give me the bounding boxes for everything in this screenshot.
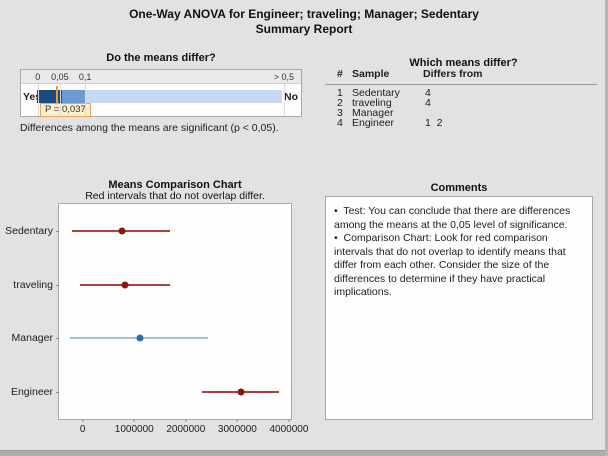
p-panel-heading: Do the means differ? [106,52,216,64]
category-tick [56,284,59,286]
p-value-bar [37,90,282,103]
category-label: Sedentary [5,224,53,237]
x-axis-tick-label: 2000000 [166,424,206,435]
p-scale-tick-label: 0,05 [51,72,69,82]
p-scale-gridline [59,84,61,116]
cell-sample: Manager [352,107,394,119]
cell-differs: 1 2 [425,117,443,129]
p-bar-segment-significant [37,90,63,103]
category-tick [56,392,59,394]
p-scale-gridline [283,84,285,116]
comments-heading: Comments [430,182,488,194]
x-axis-tick-label: 4000000 [269,424,309,435]
category-label: Engineer [10,386,53,399]
cell-num: 3 [337,107,343,119]
chart-heading: Means Comparison Chart [108,179,242,191]
x-axis-tick [133,419,135,422]
report-title-line1: One-Way ANOVA for Engineer; traveling; M… [129,7,479,21]
cell-sample: traveling [352,97,392,109]
cell-num: 1 [337,87,343,99]
category-label: Manager [11,332,53,345]
p-value-label: P = 0,037 [40,103,91,117]
category-tick [56,230,59,232]
col-num: # [337,68,343,80]
x-axis-tick [236,419,238,422]
cell-differs: 4 [425,97,431,109]
x-axis-tick-label: 0 [79,424,86,435]
mean-dot-Manager [136,334,144,342]
cell-sample: Engineer [352,117,395,129]
window-right-edge [605,0,608,456]
category-label: traveling [13,278,53,291]
x-axis-tick [82,419,84,422]
cell-differs: 4 [425,87,431,99]
col-sample: Sample [352,68,390,80]
no-label: No [284,91,298,103]
category-tick [56,338,59,340]
p-value-panel: 0 0,05 0,1 > 0,5 Yes No P = 0,037 [20,69,302,117]
table-row: 1 Sedentary 4 [325,87,602,99]
cell-sample: Sedentary [352,87,400,99]
p-scale-tick-label: 0,1 [78,72,92,82]
differs-table-header: # Sample Differs from [325,68,602,85]
mean-dot-traveling [121,281,129,289]
p-scale-tick-label: 0 [35,72,41,82]
x-axis-tick-label: 1000000 [114,424,154,435]
differs-table-rows: 1 Sedentary 4 2 traveling 4 3 Manager 4 Engineer 1… [325,87,602,129]
significance-caption: Differences among the means are signific… [20,122,279,134]
yes-label: Yes [23,91,42,103]
chart-subheading: Red intervals that do not overlap differ… [85,190,265,202]
x-axis-tick-label: 3000000 [217,424,257,435]
p-scale-gridline [37,84,39,116]
report-title: One-Way ANOVA for Engineer; traveling; M… [0,7,608,37]
table-row: 2 traveling 4 [325,97,602,109]
comment-item: • Test: You can conclude that there are … [334,205,571,231]
differs-table: # Sample Differs from 1 Sedentary 4 2 travel… [325,68,602,148]
comments-box: • Test: You can conclude that there are … [325,196,593,420]
mean-dot-Engineer [237,388,245,396]
means-comparison-chart: Sedentary traveling Manager Engineer 0 100000… [5,203,308,435]
comment-item: • Comparison Chart: Look for red compari… [334,232,566,298]
x-axis-tick [185,419,187,422]
p-bar-segment-marginal [62,90,86,103]
x-axis-tick [288,419,290,422]
col-differs: Differs from [423,68,483,80]
header-rule [325,84,597,85]
report-title-line2: Summary Report [255,22,353,36]
p-scale-gridline [85,84,87,116]
mean-dot-Sedentary [118,227,126,235]
table-row: 4 Engineer 1 2 [325,117,602,129]
window-bottom-edge [0,450,608,456]
cell-num: 4 [337,117,343,129]
table-heading: Which means differ? [409,57,518,69]
table-row: 3 Manager [325,107,602,119]
p-value-marker [56,86,59,107]
p-bar-segment-not-significant [85,90,282,103]
cell-num: 2 [337,97,343,109]
p-scale-strip: 0 0,05 0,1 > 0,5 [21,70,301,84]
p-scale-tick-label: > 0,5 [273,72,295,82]
